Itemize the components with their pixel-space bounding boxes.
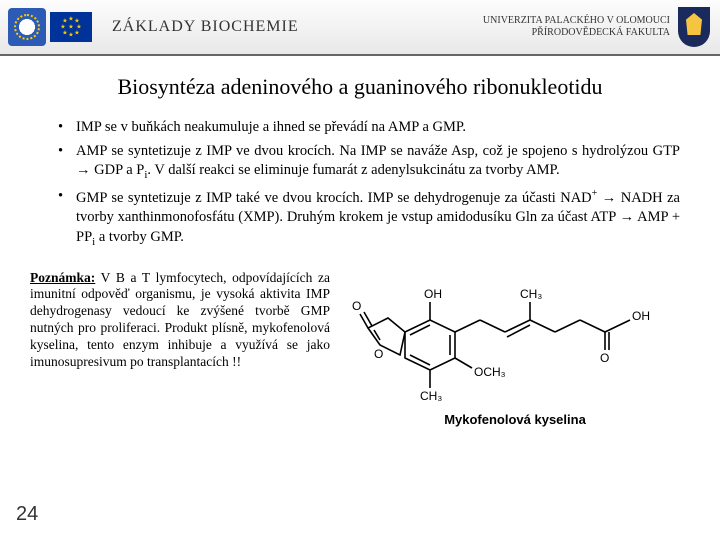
bullet-3c: a tvorby GMP.	[95, 229, 184, 245]
lower-section: Poznámka: V B a T lymfocytech, odpovídaj…	[30, 270, 690, 427]
eu-flag	[50, 12, 92, 42]
bullet-3a: GMP se syntetizuje z IMP také ve dvou kr…	[76, 190, 592, 206]
label-oh: OH	[424, 287, 442, 301]
header-bar: ZÁKLADY BIOCHEMIE UNIVERZITA PALACKÉHO V…	[0, 0, 720, 56]
esf-logo	[8, 8, 46, 46]
uni-line2: PŘÍRODOVĚDECKÁ FAKULTA	[483, 27, 670, 39]
page-title: Biosyntéza adeninového a guaninového rib…	[30, 74, 690, 100]
label-o2: O	[600, 351, 609, 365]
uni-line1: UNIVERZITA PALACKÉHO V OLOMOUCI	[483, 15, 670, 27]
label-och3: OCH₃	[474, 365, 506, 379]
label-ch3-top: CH₃	[520, 287, 542, 301]
logo-group-left	[8, 8, 92, 46]
note-paragraph: Poznámka: V B a T lymfocytech, odpovídaj…	[30, 270, 330, 371]
bullet-list: IMP se v buňkách neakumuluje a ihned se …	[30, 118, 690, 250]
header-right: UNIVERZITA PALACKÉHO V OLOMOUCI PŘÍRODOV…	[483, 7, 710, 47]
chemistry-column: OH CH₃ O O OCH₃ CH₃ OH O Mykofenolová ky…	[340, 270, 690, 427]
content-area: Biosyntéza adeninového a guaninového rib…	[0, 56, 720, 427]
label-ch3-bot: CH₃	[420, 389, 442, 403]
bullet-1-text: IMP se v buňkách neakumuluje a ihned se …	[76, 119, 466, 135]
bullet-3: GMP se syntetizuje z IMP také ve dvou kr…	[58, 187, 680, 250]
chemical-caption: Mykofenolová kyselina	[444, 412, 586, 427]
label-oh2: OH	[632, 309, 650, 323]
note-column: Poznámka: V B a T lymfocytech, odpovídaj…	[30, 270, 330, 427]
bullet-2: AMP se syntetizuje z IMP ve dvou krocích…	[58, 142, 680, 183]
bullet-1: IMP se v buňkách neakumuluje a ihned se …	[58, 118, 680, 138]
university-logo	[678, 7, 710, 47]
label-o-dbl: O	[352, 299, 361, 313]
bullet-2b: . V další reakci se eliminuje fumarát z …	[147, 162, 559, 178]
label-o-ring: O	[374, 347, 383, 361]
university-text: UNIVERZITA PALACKÉHO V OLOMOUCI PŘÍRODOV…	[483, 15, 670, 39]
note-label: Poznámka:	[30, 270, 95, 285]
page-number: 24	[16, 503, 38, 526]
header-title: ZÁKLADY BIOCHEMIE	[112, 18, 299, 36]
chemical-structure: OH CH₃ O O OCH₃ CH₃ OH O	[350, 280, 680, 410]
